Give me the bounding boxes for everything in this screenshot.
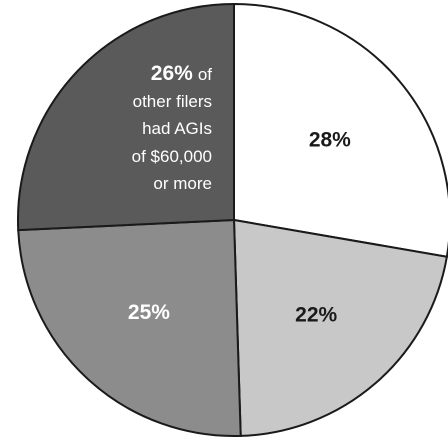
- slice-label-3: 25%: [128, 301, 170, 324]
- slice-25-percent: [17, 218, 242, 437]
- slice-label-2: 22%: [295, 304, 337, 327]
- annotation-line-5: or more: [153, 174, 212, 193]
- slice-labels: 28% 22% 25%: [128, 128, 351, 326]
- pie-slices: [17, 2, 448, 437]
- slice-26-percent: [17, 2, 235, 232]
- annotation-line-1: 26% of: [151, 62, 212, 85]
- slice-22-percent: [232, 218, 448, 437]
- annotation-line-4: of $60,000: [132, 147, 212, 166]
- annotation-line-3: had AGIs: [142, 119, 212, 138]
- annotation-line-2: other filers: [133, 92, 212, 111]
- slice-label-1: 28%: [309, 128, 351, 151]
- slice-28-percent: [233, 2, 448, 258]
- annotation-text-1: of: [198, 65, 212, 84]
- annotation-value: 26%: [151, 62, 193, 85]
